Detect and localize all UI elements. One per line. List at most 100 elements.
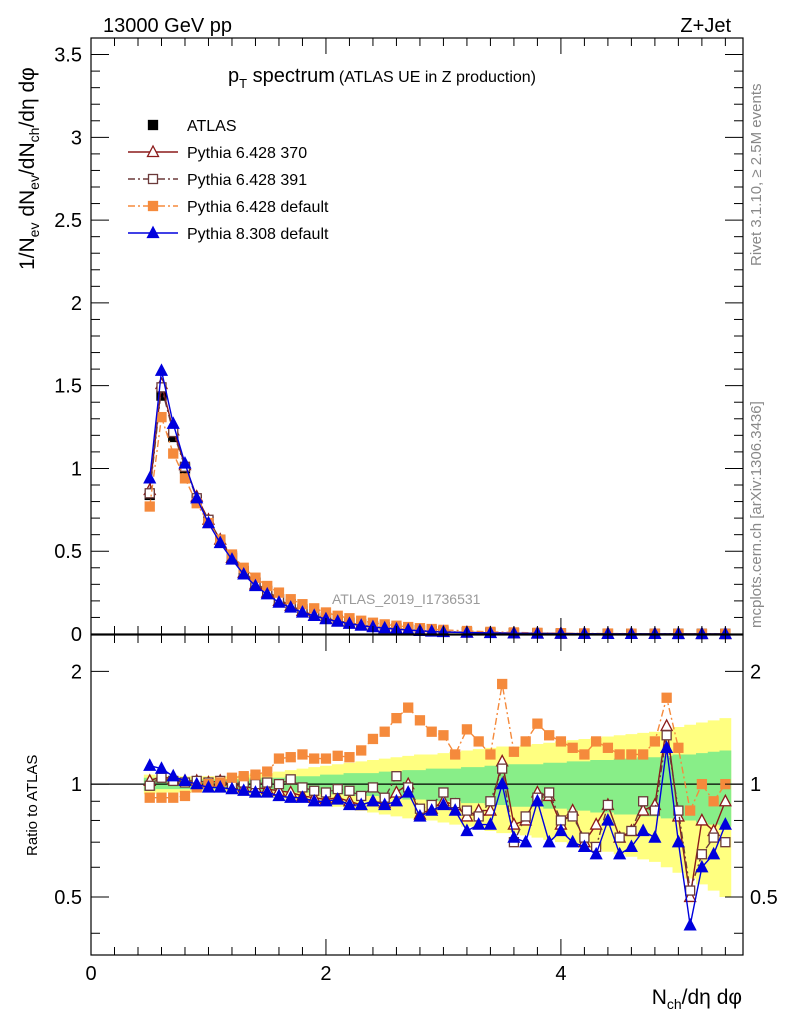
ratio-point	[448, 803, 462, 816]
ratio-point	[708, 832, 719, 843]
ratio-point	[401, 785, 415, 798]
header-process: Z+Jet	[680, 15, 731, 37]
x-tick-label: 4	[555, 963, 566, 985]
ratio-y-tick-label: 2	[71, 661, 82, 683]
analysis-watermark: ATLAS_2019_I1736531	[332, 591, 481, 607]
ratio-point	[566, 834, 580, 848]
ratio-point	[156, 772, 167, 783]
ratio-point	[332, 750, 343, 761]
ratio-point	[671, 834, 685, 848]
ratio-point	[260, 785, 274, 798]
y-tick-label: 1	[71, 458, 82, 480]
ratio-point	[567, 742, 578, 753]
ratio-point	[438, 787, 449, 798]
ratio-point	[567, 811, 578, 822]
ratio-y-tick-label: 0.5	[54, 887, 82, 909]
plot-title: pT spectrum (ATLAS UE in Z production)	[228, 65, 536, 91]
ratio-point	[544, 787, 555, 798]
legend-entry-2: Pythia 6.428 391	[128, 172, 307, 189]
ratio-point	[461, 724, 473, 735]
legend-label: Pythia 6.428 391	[187, 172, 307, 189]
ratio-point	[695, 813, 709, 826]
ratio-point	[307, 793, 321, 807]
ratio-series-3	[143, 740, 732, 931]
legend-marker	[146, 144, 160, 158]
title-suffix: (ATLAS UE in Z production)	[339, 69, 536, 86]
legend-entry-3: Pythia 6.428 default	[128, 199, 329, 216]
main-point	[166, 416, 180, 429]
ratio-point	[614, 832, 625, 843]
ratio-point	[460, 823, 474, 837]
ratio-series-2	[144, 678, 731, 816]
ratio-point	[366, 793, 380, 807]
main-point	[201, 515, 216, 529]
legend-marker	[146, 225, 160, 239]
main-point	[144, 501, 155, 512]
ratio-point	[660, 718, 674, 732]
ratio-point	[684, 885, 696, 896]
ratio-point	[156, 792, 167, 803]
ratio-point	[356, 745, 367, 756]
band-inner-green	[143, 750, 732, 827]
main-point	[156, 411, 167, 423]
ratio-point	[144, 780, 155, 791]
ratio-point	[378, 797, 392, 811]
ratio-point	[319, 793, 333, 807]
ratio-point	[438, 730, 449, 741]
ratio-point	[718, 817, 732, 830]
ratio-point	[589, 817, 603, 830]
ratio-point	[391, 771, 402, 782]
ratio-point	[718, 793, 732, 807]
ratio-point	[379, 726, 390, 737]
legend-label: ATLAS	[187, 118, 237, 135]
ratio-point	[344, 752, 355, 763]
ratio-point	[178, 773, 192, 787]
legend-entry-1: Pythia 6.428 370	[128, 144, 307, 162]
ratio-point	[648, 830, 662, 843]
x-axis-label: Nch/dη dφ	[652, 986, 742, 1012]
main-point	[307, 608, 321, 621]
y-tick-label: 2.5	[54, 210, 82, 232]
main-point	[143, 470, 157, 484]
ratio-point	[530, 793, 544, 807]
main-point	[260, 586, 274, 600]
legend-entry-4: Pythia 8.308 default	[128, 225, 329, 243]
main-point	[225, 552, 239, 565]
y-axis-label-ratio: Ratio to ATLAS	[24, 755, 41, 856]
y-tick-label: 0	[71, 624, 82, 646]
title-sub: T	[239, 76, 247, 91]
ratio-point	[695, 859, 709, 873]
ratio-point	[544, 730, 555, 741]
ratio-point	[389, 793, 404, 807]
main-point	[354, 618, 368, 631]
main-point	[331, 614, 345, 627]
main-point	[156, 382, 167, 393]
legend-label: Pythia 6.428 default	[187, 199, 329, 216]
ratio-panel-frame	[90, 634, 744, 956]
ratio-point	[495, 776, 509, 790]
ratio-point	[472, 817, 486, 830]
main-point	[284, 600, 298, 613]
y-tick-label: 3.5	[54, 45, 82, 67]
y-tick-label: 1.5	[54, 376, 82, 398]
ratio-point	[354, 797, 368, 811]
ratio-point	[403, 702, 414, 713]
ratio-point	[554, 823, 568, 837]
ratio-point	[589, 846, 603, 860]
title-main: p	[228, 65, 239, 87]
ratio-point	[555, 736, 567, 747]
ratio-y-tick-label-right: 2	[750, 661, 761, 683]
ratio-point	[238, 771, 249, 782]
ratio-point	[485, 749, 496, 760]
x-tick-label: 0	[85, 963, 96, 985]
mcplots-label: mcplots.cern.ch [arXiv:1306.3436]	[748, 401, 765, 628]
main-point	[237, 566, 251, 580]
ratio-point	[707, 846, 721, 860]
ratio-point	[485, 796, 496, 807]
ratio-point	[166, 768, 180, 782]
ratio-point	[626, 749, 637, 760]
ratio-y-tick-label: 1	[71, 774, 82, 796]
ratio-point	[342, 797, 357, 811]
ratio-point	[497, 763, 508, 774]
ratio-point	[602, 799, 614, 811]
